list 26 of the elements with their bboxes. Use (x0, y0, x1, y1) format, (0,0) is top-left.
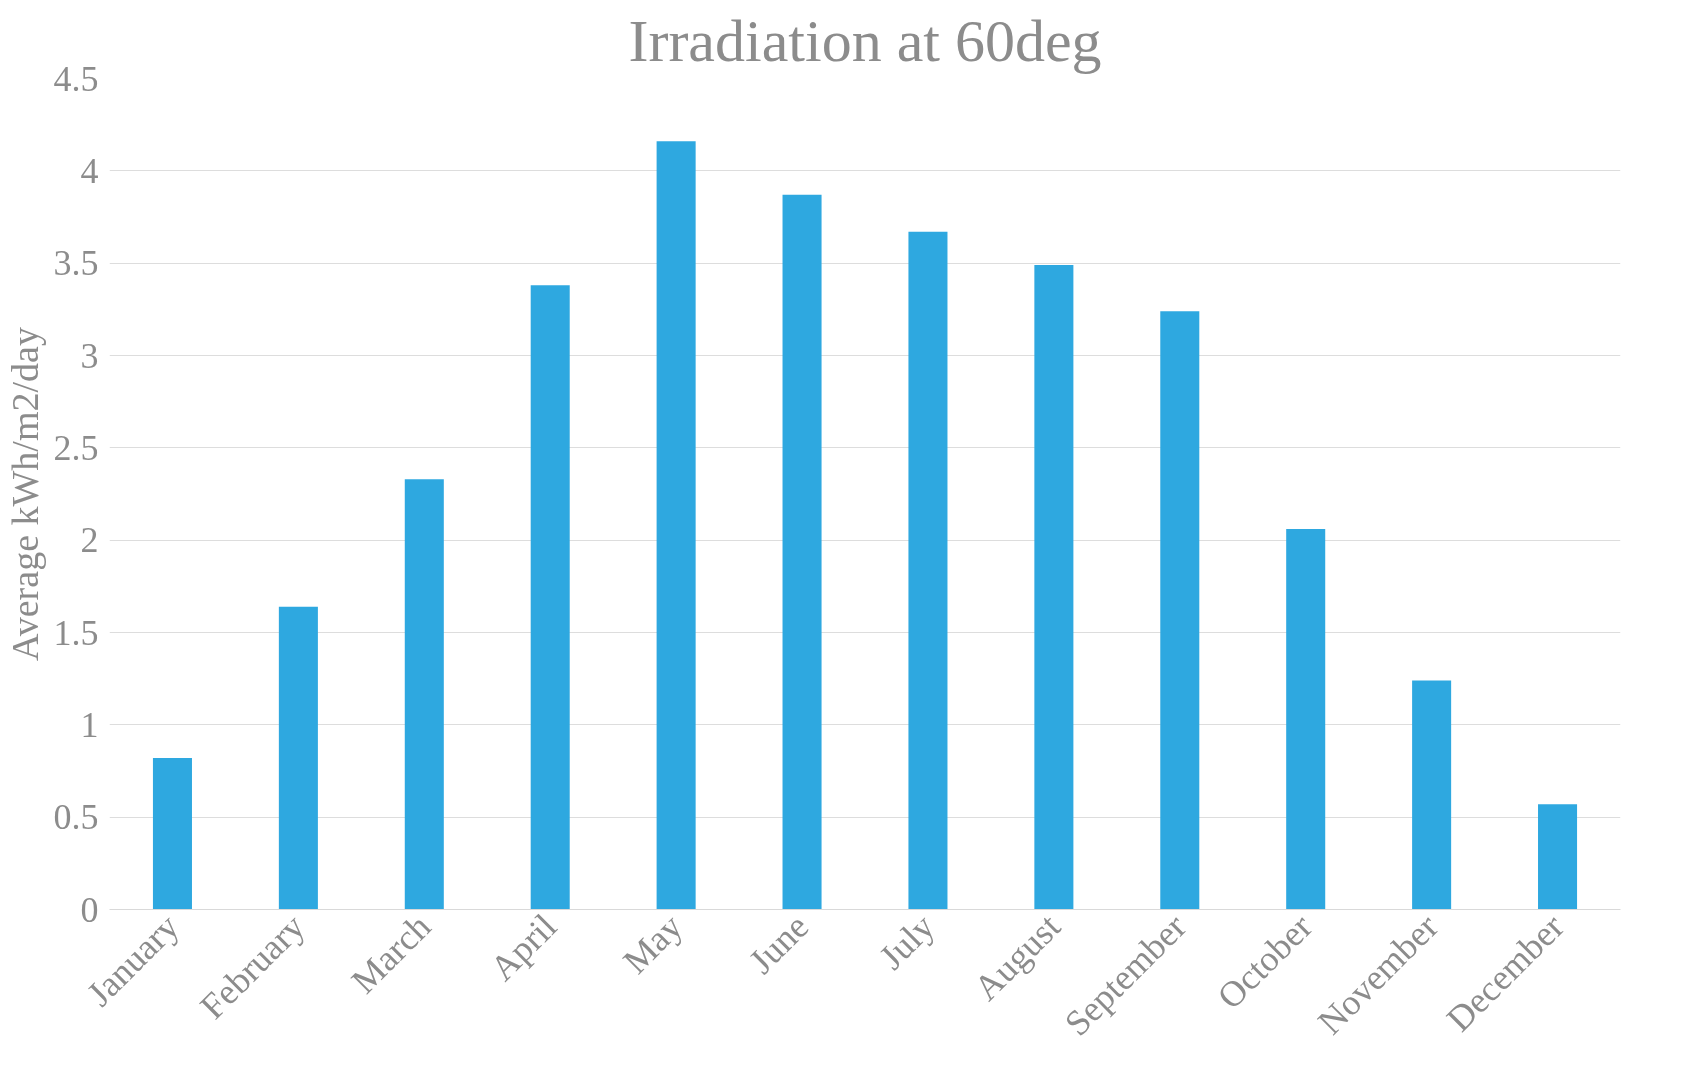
bar (908, 231, 948, 910)
x-tick-label: June (741, 906, 817, 982)
y-tick-label: 3.5 (53, 243, 99, 284)
y-tick-label: 4.5 (53, 58, 99, 99)
bar (1538, 804, 1578, 910)
x-tick-label: May (615, 906, 691, 982)
bar (1412, 680, 1452, 910)
y-tick-label: 0.5 (53, 797, 99, 838)
bar (152, 758, 192, 910)
y-tick-label: 1.5 (53, 612, 99, 653)
y-tick-label: 1 (80, 704, 99, 745)
chart-title: Irradiation at 60deg (628, 7, 1102, 74)
y-axis-title: Average kWh/m2/day (3, 327, 46, 661)
bar (782, 194, 822, 910)
x-tick-label: July (871, 906, 943, 978)
bar (656, 141, 696, 910)
y-tick-label: 3 (80, 335, 99, 376)
bar (1160, 311, 1200, 910)
bar (1034, 265, 1074, 910)
bar (278, 606, 318, 910)
y-tick-label: 2 (80, 520, 99, 561)
bar (1286, 529, 1326, 910)
bar (530, 285, 570, 910)
y-tick-label: 2.5 (53, 427, 99, 468)
y-tick-label: 4 (80, 150, 99, 191)
bar (404, 479, 444, 910)
